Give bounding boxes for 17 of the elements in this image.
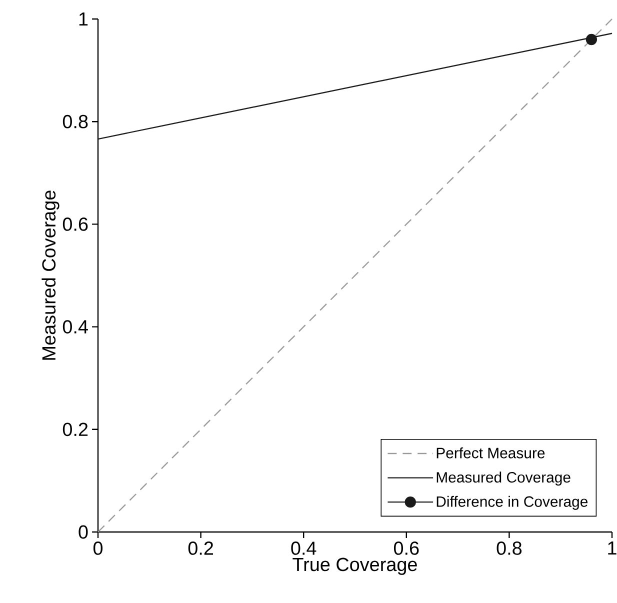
y-tick-label: 0.4 — [62, 320, 88, 334]
y-tick-label: 1 — [79, 12, 88, 26]
x-tick-label: 0.6 — [394, 541, 419, 555]
x-tick-label: 0.4 — [291, 541, 316, 555]
legend-label: Perfect Measure — [436, 447, 545, 458]
legend-label: Measured Coverage — [436, 472, 570, 486]
x-axis-title: True Coverage — [292, 558, 417, 575]
x-tick-label: 0 — [93, 541, 103, 555]
x-tick-label: 0.8 — [496, 541, 522, 555]
y-tick-label: 0.6 — [62, 217, 88, 231]
x-tick-label: 0.2 — [188, 541, 214, 555]
legend-label: Difference in Coverage — [436, 496, 588, 510]
x-tick-label: 1 — [608, 542, 616, 555]
y-tick-label: 0.8 — [62, 114, 88, 128]
y-axis-title: Measured Coverage — [42, 190, 60, 360]
y-tick-label: 0.2 — [62, 422, 88, 436]
y-tick-label: 0 — [78, 525, 88, 539]
